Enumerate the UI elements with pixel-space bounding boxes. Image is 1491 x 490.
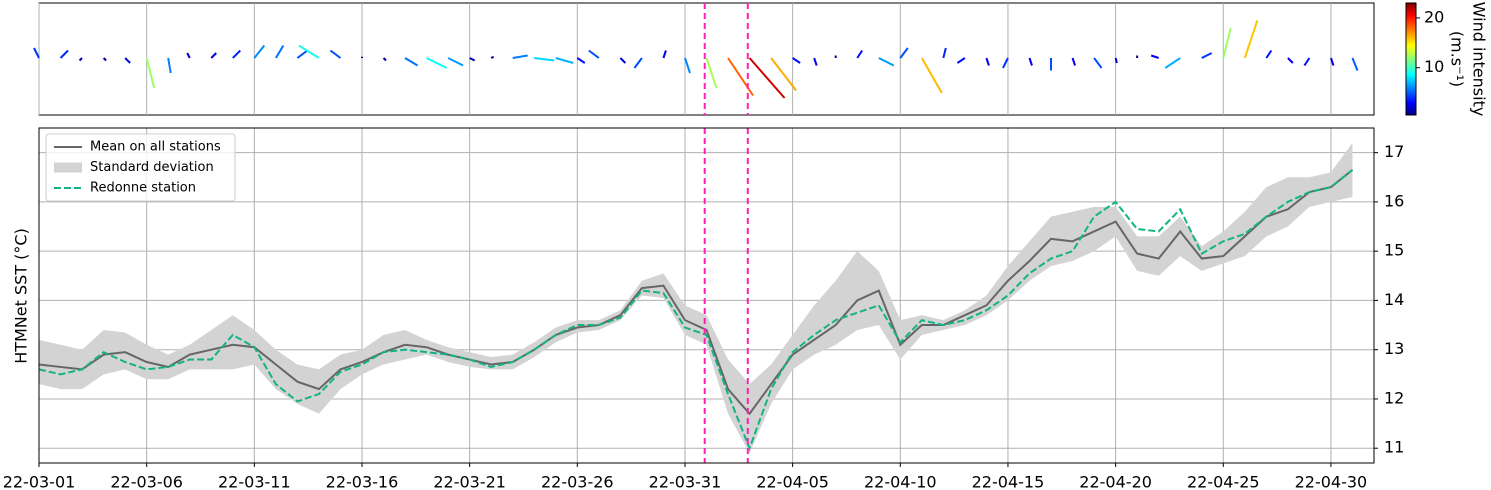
wind-stick (588, 49, 600, 59)
wind-stick (490, 55, 495, 59)
wind-stick (274, 44, 285, 59)
wind-stick (102, 57, 107, 62)
wind-stick (78, 57, 83, 62)
x-tick-label: 22-04-25 (1187, 473, 1260, 490)
wind-stick (576, 57, 586, 64)
wind-stick (210, 52, 217, 59)
wind-stick (1351, 57, 1359, 71)
y-tick-label: 12 (1384, 388, 1404, 407)
std-band (39, 142, 1353, 454)
wind-stick (298, 44, 320, 59)
wind-stick (633, 57, 643, 69)
wind-stick (534, 57, 555, 62)
wind-stick (1028, 57, 1033, 66)
y-tick-label: 11 (1384, 438, 1404, 457)
wind-stick (899, 47, 909, 59)
y-axis-label: HTMNet SST (°C) (12, 228, 31, 364)
wind-stick (1243, 20, 1259, 59)
legend-box (45, 133, 236, 202)
series-line (38, 169, 1354, 452)
y-tick-label: 14 (1384, 290, 1404, 309)
colorbar-tick-label: 20 (1424, 7, 1444, 26)
legend-label: Standard deviation (90, 160, 214, 175)
legend-label: Mean on all stations (90, 140, 221, 155)
colorbar (1405, 2, 1417, 116)
wind-stick (1093, 57, 1103, 69)
wind-stick (1265, 49, 1273, 59)
wind-stick (512, 54, 528, 59)
wind-stick (792, 57, 801, 64)
wind-stick (404, 57, 419, 67)
y-tick-label: 16 (1384, 191, 1404, 210)
wind-stick (748, 57, 786, 99)
wind-stick (167, 57, 172, 74)
wind-panel: 10 20 Wind intensity(m.s⁻¹) (33, 2, 1489, 117)
wind-stick (684, 57, 691, 74)
y-tick-label: 15 (1384, 241, 1404, 260)
colorbar-label: (m.s⁻¹) (1448, 31, 1467, 87)
wind-stick (920, 57, 943, 94)
wind-stick (232, 49, 241, 59)
wind-stick (878, 57, 895, 67)
wind-stick (942, 47, 947, 59)
wind-stick (186, 52, 191, 59)
wind-stick (296, 49, 308, 59)
x-tick-label: 22-03-16 (326, 473, 399, 490)
x-tick-label: 22-04-05 (756, 473, 829, 490)
wind-stick (555, 57, 574, 64)
wind-stick (1329, 57, 1335, 66)
sst-panel: 11 12 13 14 15 16 17 22-03-01 22-03-06 22-03-11 22… (3, 127, 1404, 490)
wind-stick (956, 57, 966, 64)
wind-stick (985, 57, 990, 66)
wind-stick (813, 57, 818, 66)
wind-stick (329, 49, 342, 59)
x-tick-label: 22-03-26 (541, 473, 614, 490)
x-tick-label: 22-04-15 (972, 473, 1045, 490)
legend-swatch (54, 162, 82, 173)
colorbar-label: Wind intensity (1470, 2, 1489, 117)
wind-stick (59, 49, 69, 59)
x-tick-label: 22-03-21 (433, 473, 506, 490)
x-tick-label: 22-04-20 (1079, 473, 1152, 490)
wind-stick (727, 57, 754, 97)
wind-stick (447, 57, 464, 67)
wind-stick (1002, 57, 1009, 69)
wind-stick (1287, 57, 1294, 64)
x-tick-label: 22-04-10 (864, 473, 937, 490)
x-tick-label: 22-03-11 (218, 473, 291, 490)
wind-stick (856, 49, 864, 59)
wind-stick (469, 57, 476, 62)
wind-stick (1222, 27, 1232, 59)
wind-stick (1164, 57, 1181, 69)
x-tick-label: 22-03-06 (110, 473, 183, 490)
y-tick-label: 17 (1384, 142, 1404, 161)
x-tick-label: 22-03-31 (649, 473, 722, 490)
wind-stick (253, 44, 266, 59)
colorbar-tick-label: 10 (1424, 57, 1444, 76)
x-tick-label: 22-04-30 (1295, 473, 1368, 490)
y-tick-label: 13 (1384, 339, 1404, 358)
wind-stick (145, 57, 156, 89)
x-tick-label: 22-03-01 (3, 473, 76, 490)
wind-stick (1150, 54, 1159, 59)
wind-stick (1201, 52, 1213, 59)
wind-stick (33, 47, 40, 59)
plot-frame (38, 127, 1375, 464)
wind-stick (382, 57, 387, 62)
wind-stick (1303, 57, 1311, 67)
wind-stick (662, 50, 667, 59)
wind-stick (619, 57, 627, 64)
wind-stick (426, 57, 448, 69)
wind-stick (705, 57, 718, 89)
wind-stick (124, 57, 131, 64)
wind-stick (1071, 57, 1076, 66)
series-line (38, 169, 1354, 416)
legend-label: Redonne station (90, 181, 196, 196)
wind-stick (1114, 57, 1118, 64)
wind-stick (770, 57, 797, 92)
